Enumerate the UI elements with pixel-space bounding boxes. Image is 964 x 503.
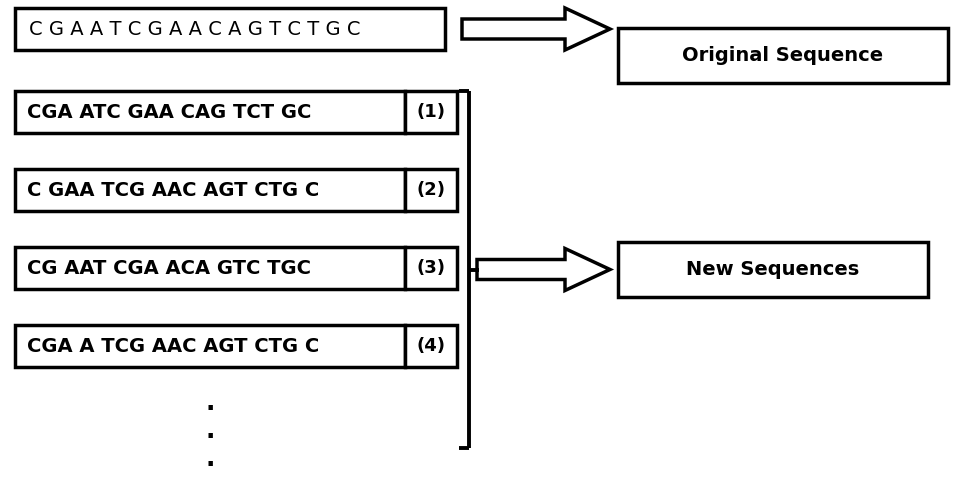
Text: (1): (1) (416, 103, 445, 121)
FancyBboxPatch shape (15, 247, 405, 289)
FancyBboxPatch shape (405, 247, 457, 289)
Text: CG AAT CGA ACA GTC TGC: CG AAT CGA ACA GTC TGC (27, 259, 311, 278)
Text: CGA A TCG AAC AGT CTG C: CGA A TCG AAC AGT CTG C (27, 337, 319, 356)
Polygon shape (477, 248, 610, 291)
Text: New Sequences: New Sequences (686, 260, 860, 279)
FancyBboxPatch shape (618, 28, 948, 83)
Text: C G A A T C G A A C A G T C T G C: C G A A T C G A A C A G T C T G C (29, 20, 361, 39)
FancyBboxPatch shape (15, 91, 405, 133)
Polygon shape (462, 8, 610, 50)
Text: (3): (3) (416, 259, 445, 277)
Text: (4): (4) (416, 337, 445, 355)
Text: .: . (205, 419, 215, 443)
FancyBboxPatch shape (405, 325, 457, 367)
FancyBboxPatch shape (15, 169, 405, 211)
FancyBboxPatch shape (405, 91, 457, 133)
FancyBboxPatch shape (15, 325, 405, 367)
Text: Original Sequence: Original Sequence (683, 46, 884, 65)
FancyBboxPatch shape (618, 242, 928, 297)
FancyBboxPatch shape (405, 169, 457, 211)
FancyBboxPatch shape (15, 8, 445, 50)
Text: CGA ATC GAA CAG TCT GC: CGA ATC GAA CAG TCT GC (27, 103, 311, 122)
Text: .: . (205, 447, 215, 471)
Text: (2): (2) (416, 181, 445, 199)
Text: C GAA TCG AAC AGT CTG C: C GAA TCG AAC AGT CTG C (27, 181, 319, 200)
Text: .: . (205, 391, 215, 415)
